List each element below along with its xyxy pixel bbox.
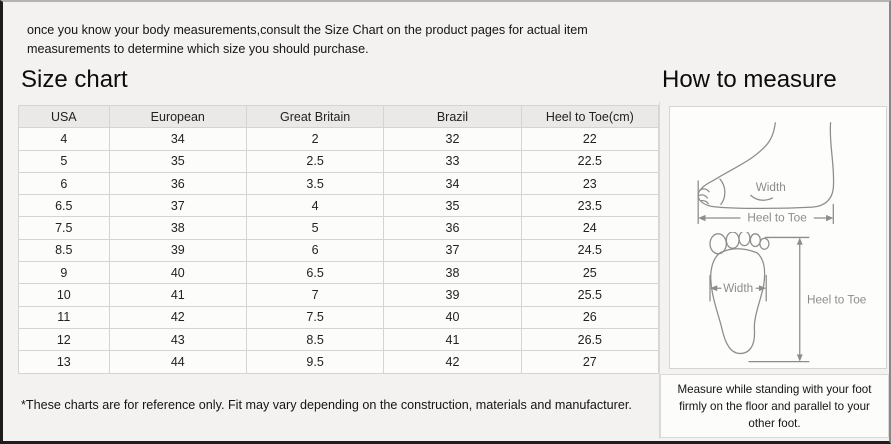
table-cell: 3.5 xyxy=(245,171,385,196)
side-heel-to-toe-label: Heel to Toe xyxy=(747,212,807,225)
table-cell: 39 xyxy=(383,283,522,307)
foot-sole-outline xyxy=(710,248,766,355)
table-cell: 35 xyxy=(383,194,522,218)
table-row: 11 42 7.5 40 26 xyxy=(18,305,660,329)
table-cell: 6.5 xyxy=(245,261,385,285)
toe-2 xyxy=(725,232,740,249)
table-cell: 23.5 xyxy=(520,194,660,218)
table-cell: 39 xyxy=(108,238,247,263)
table-cell: 24 xyxy=(520,216,660,240)
table-cell: 38 xyxy=(383,261,522,285)
table-cell: 8.5 xyxy=(18,238,110,263)
sole-width-label: Width xyxy=(723,282,753,295)
table-row: 6 36 3.5 34 23 xyxy=(18,171,660,196)
table-cell: 6.5 xyxy=(18,194,110,218)
table-cell: 32 xyxy=(383,127,522,151)
table-cell: 7.5 xyxy=(18,216,110,240)
table-cell: 23 xyxy=(520,171,660,196)
table-row: 13 44 9.5 42 27 xyxy=(18,350,660,374)
table-column-header: Great Britain xyxy=(245,104,385,129)
table-cell: 2 xyxy=(245,127,385,151)
table-cell: 22.5 xyxy=(520,149,660,173)
sole-heel-to-toe-label: Heel to Toe xyxy=(807,294,867,307)
table-cell: 5 xyxy=(18,149,110,173)
table-cell: 38 xyxy=(108,216,247,240)
side-width-label: Width xyxy=(756,181,786,194)
table-cell: 25.5 xyxy=(520,283,660,307)
table-cell: 34 xyxy=(383,171,522,196)
intro-text: once you know your body measurements,con… xyxy=(27,23,588,56)
foot-sole-view-diagram: Width Heel to Toe xyxy=(709,232,867,363)
table-cell: 13 xyxy=(18,350,110,374)
how-to-measure-title: How to measure xyxy=(662,66,837,93)
table-cell: 41 xyxy=(383,327,522,352)
table-cell: 7.5 xyxy=(245,305,385,329)
table-cell: 5 xyxy=(245,216,385,240)
table-column-header: Heel to Toe(cm) xyxy=(520,104,660,129)
table-column-header: Brazil xyxy=(383,104,522,129)
table-cell: 24.5 xyxy=(520,238,660,263)
table-cell: 34 xyxy=(108,127,247,151)
vertical-divider xyxy=(659,102,660,439)
table-cell: 7 xyxy=(245,283,385,307)
table-cell: 26 xyxy=(520,305,660,329)
toe-3 xyxy=(738,232,751,247)
table-cell: 2.5 xyxy=(245,149,385,173)
toe-4 xyxy=(749,233,761,248)
table-cell: 42 xyxy=(108,305,247,329)
size-conversion-table: USA European Great Britain Brazil Heel to To… xyxy=(18,104,660,374)
table-cell: 27 xyxy=(520,350,660,374)
table-cell: 26.5 xyxy=(520,327,660,352)
foot-side-outline xyxy=(697,122,835,210)
table-cell: 36 xyxy=(383,216,522,240)
table-cell: 41 xyxy=(108,283,247,307)
table-cell: 40 xyxy=(108,261,247,285)
table-cell: 11 xyxy=(18,305,110,329)
table-cell: 44 xyxy=(108,350,247,374)
table-row: 9 40 6.5 38 25 xyxy=(18,261,660,285)
table-row: 8.5 39 6 37 24.5 xyxy=(18,238,660,263)
table-column-header: USA xyxy=(18,104,110,129)
table-cell: 8.5 xyxy=(245,327,385,352)
table-cell: 37 xyxy=(108,194,247,218)
measure-note: Measure while standing with your foot fi… xyxy=(660,374,889,438)
table-cell: 12 xyxy=(18,327,110,352)
table-cell: 25 xyxy=(520,261,660,285)
measurement-diagrams-panel: Width Heel to Toe Width xyxy=(669,106,887,369)
table-cell: 9.5 xyxy=(245,350,385,374)
table-cell: 33 xyxy=(383,149,522,173)
size-table-container: USA European Great Britain Brazil Heel to To… xyxy=(18,104,660,374)
size-chart-title: Size chart xyxy=(21,66,128,93)
table-cell: 42 xyxy=(383,350,522,374)
table-row: 4 34 2 32 22 xyxy=(18,127,660,151)
size-table-body: 4 34 2 32 22 5 35 2.5 33 22.5 6 36 3.5 34 23 6.5 37 4 35 23… xyxy=(18,127,660,374)
size-table-header-row: USA European Great Britain Brazil Heel to To… xyxy=(18,104,660,129)
table-cell: 6 xyxy=(245,238,385,263)
foot-side-view-diagram: Width Heel to Toe xyxy=(697,122,835,225)
table-cell: 10 xyxy=(18,283,110,307)
toe-detail-lines xyxy=(698,178,774,206)
table-column-header: European xyxy=(108,104,247,129)
table-row: 7.5 38 5 36 24 xyxy=(18,216,660,240)
table-cell: 4 xyxy=(245,194,385,218)
table-row: 5 35 2.5 33 22.5 xyxy=(18,149,660,173)
table-cell: 6 xyxy=(18,171,110,196)
table-cell: 37 xyxy=(383,238,522,263)
table-row: 10 41 7 39 25.5 xyxy=(18,283,660,307)
reference-footnote: *These charts are for reference only. Fi… xyxy=(21,398,632,412)
toe-5 xyxy=(759,237,770,250)
table-cell: 40 xyxy=(383,305,522,329)
table-cell: 36 xyxy=(108,171,247,196)
table-cell: 22 xyxy=(520,127,660,151)
table-cell: 4 xyxy=(18,127,110,151)
table-row: 6.5 37 4 35 23.5 xyxy=(18,194,660,218)
table-row: 12 43 8.5 41 26.5 xyxy=(18,327,660,352)
table-cell: 43 xyxy=(108,327,247,352)
table-cell: 9 xyxy=(18,261,110,285)
table-cell: 35 xyxy=(108,149,247,173)
